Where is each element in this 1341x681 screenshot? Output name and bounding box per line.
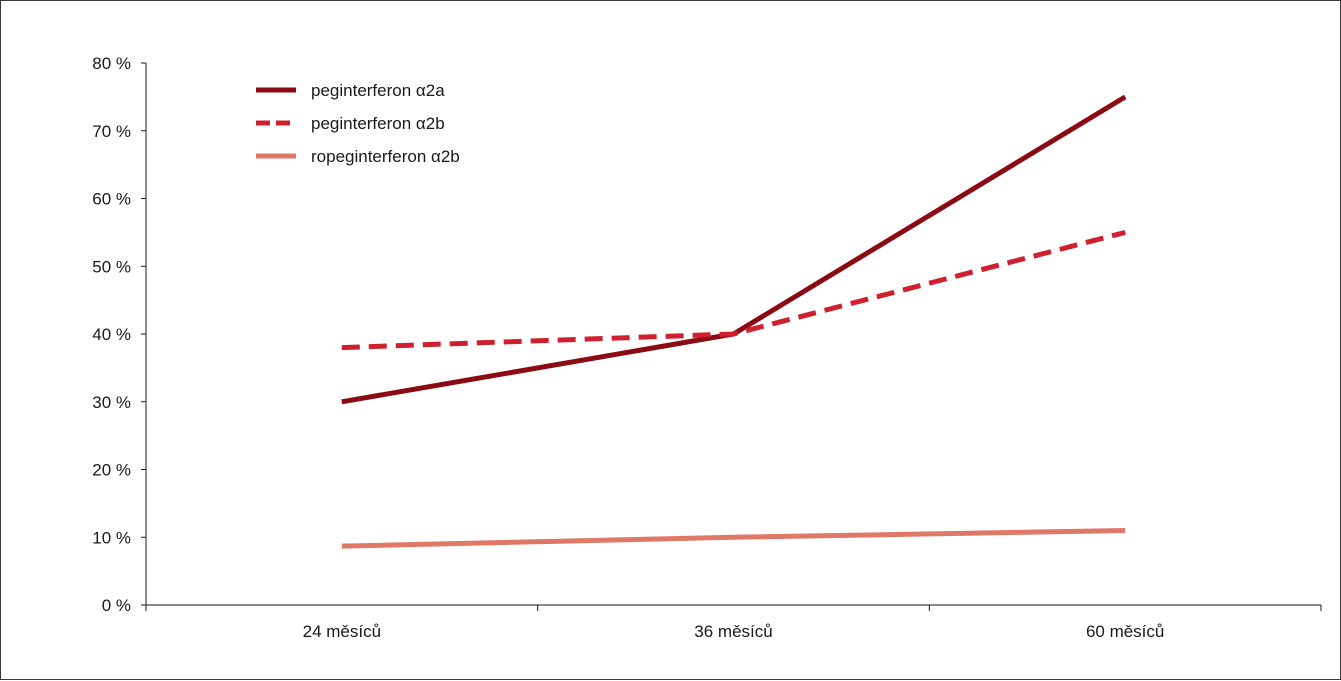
legend-label-3: ropeginterferon α2b (311, 147, 460, 166)
y-tick-label: 20 % (92, 461, 131, 480)
y-tick-label: 40 % (92, 325, 131, 344)
x-tick-label: 24 měsíců (303, 622, 381, 641)
series-line-1 (341, 94, 1127, 405)
x-axis-tick-labels: 24 měsíců 36 měsíců 60 měsíců (303, 622, 1165, 641)
legend-label-2: peginterferon α2b (311, 114, 445, 133)
y-tick-label: 30 % (92, 393, 131, 412)
series-line-3 (341, 528, 1126, 549)
legend-label-1: peginterferon α2a (311, 81, 445, 100)
y-tick-label: 0 % (102, 596, 131, 615)
axes (141, 62, 1322, 611)
x-tick-label: 36 měsíců (694, 622, 772, 641)
series-line-2 (341, 229, 1126, 351)
y-tick-label: 10 % (92, 528, 131, 547)
y-tick-label: 50 % (92, 257, 131, 276)
series-lines (341, 94, 1127, 549)
y-tick-label: 60 % (92, 190, 131, 209)
y-tick-label: 70 % (92, 122, 131, 141)
legend: peginterferon α2a peginterferon α2b ropegi… (256, 81, 460, 166)
x-tick-label: 60 měsíců (1086, 622, 1164, 641)
y-tick-label: 80 % (92, 54, 131, 73)
y-axis-tick-labels: 0 % 10 % 20 % 30 % 40 % 50 % 60 % 70 % 80 % (92, 54, 131, 615)
